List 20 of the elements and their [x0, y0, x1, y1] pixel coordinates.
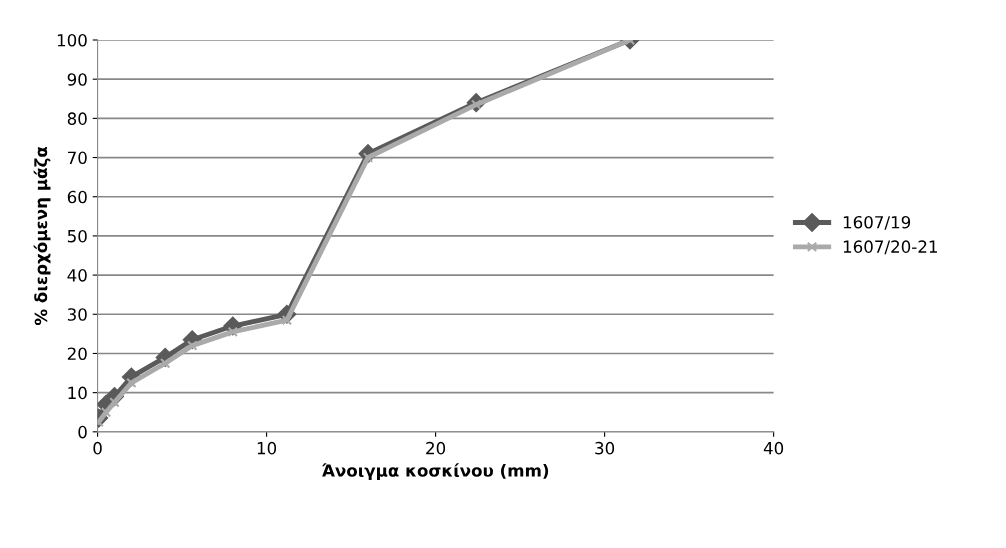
x-tick-label: 0: [93, 441, 102, 455]
x-tick-label: 10: [257, 441, 277, 455]
y-tick-label: 0: [78, 425, 87, 439]
x-tick-label: 40: [763, 441, 784, 455]
legend-label: 1607/20-21: [843, 240, 937, 255]
y-tick-label: 10: [68, 386, 87, 400]
y-tick-label: 30: [67, 308, 87, 321]
x-tick-label: 20: [426, 441, 446, 455]
x-axis-title: Άνοιγμα κοσκίνου (mm): [322, 463, 549, 481]
y-tick-label: 60: [67, 190, 87, 204]
legend-label: 1607/19: [843, 215, 911, 230]
y-tick-label: 50: [67, 229, 87, 243]
y-tick-label: 90: [67, 73, 87, 86]
y-tick-label: 100: [57, 33, 87, 47]
x-tick-label: 30: [595, 441, 615, 455]
y-tick-label: 20: [67, 347, 87, 361]
y-tick-label: 80: [67, 112, 87, 125]
y-tick-label: 40: [67, 269, 87, 282]
y-tick-label: 70: [68, 151, 87, 165]
y-axis-title: % διερχόμενη μάζα: [33, 146, 51, 326]
